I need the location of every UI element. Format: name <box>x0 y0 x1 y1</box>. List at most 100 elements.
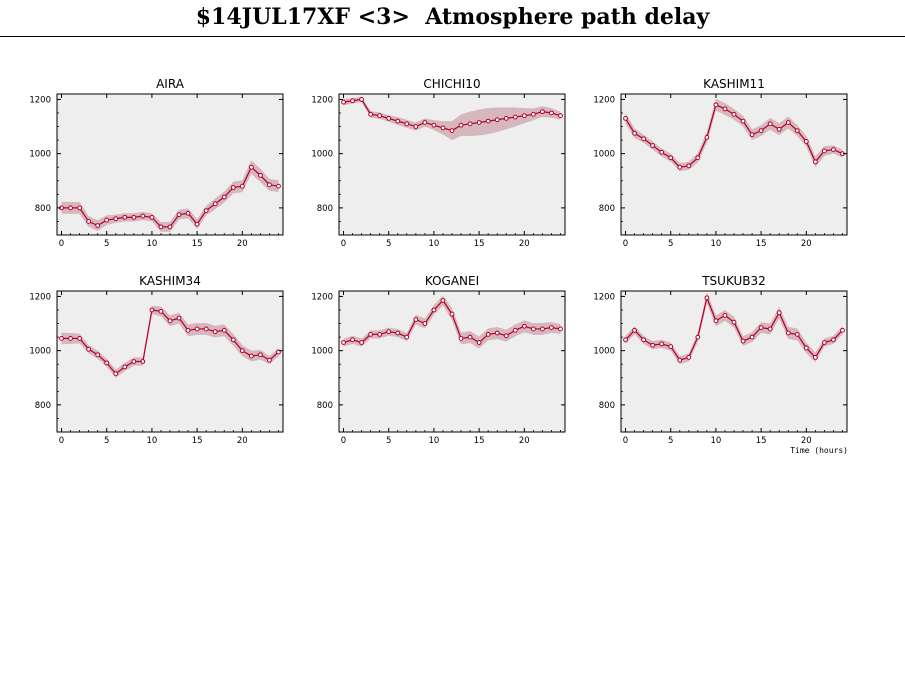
data-point <box>395 330 401 336</box>
data-point <box>540 326 545 332</box>
data-point <box>86 219 92 224</box>
data-point <box>458 122 464 128</box>
data-point <box>68 336 73 341</box>
data-point <box>230 337 236 343</box>
x-tick-label: 10 <box>429 239 440 249</box>
y-tick-label: 800 <box>599 401 615 411</box>
y-tick-label: 1000 <box>29 150 51 160</box>
data-point <box>840 327 845 333</box>
data-point <box>239 348 245 354</box>
error-band <box>61 160 279 232</box>
data-point <box>68 205 73 211</box>
data-point <box>623 337 628 343</box>
data-point <box>239 183 245 189</box>
data-point <box>377 331 383 337</box>
panel-aira: 0 5 10 15 20 800 1000 1200 AIRA <box>29 77 284 249</box>
data-point <box>776 126 782 132</box>
data-point <box>122 214 128 220</box>
x-tick-label: 5 <box>104 239 109 249</box>
x-tick-label: 20 <box>237 436 248 446</box>
data-point <box>668 155 674 161</box>
data-point <box>131 214 137 220</box>
data-point <box>831 337 836 343</box>
data-point <box>503 333 509 339</box>
data-point <box>122 364 128 370</box>
data-point <box>512 114 518 120</box>
data-point <box>230 185 236 190</box>
data-point <box>776 310 782 316</box>
data-point <box>641 337 646 343</box>
data-point <box>203 208 209 213</box>
x-tick-label: 0 <box>623 436 628 446</box>
y-tick-label: 1000 <box>593 150 615 160</box>
data-point <box>803 139 809 144</box>
data-point <box>59 336 64 341</box>
data-point <box>113 216 119 222</box>
data-point <box>695 155 701 161</box>
data-point <box>494 117 500 123</box>
data-point <box>704 134 710 140</box>
data-point <box>386 329 392 335</box>
x-tick-label: 5 <box>386 436 391 446</box>
data-point <box>149 214 155 220</box>
data-point <box>713 318 719 324</box>
data-point <box>258 172 263 178</box>
data-point <box>95 223 101 228</box>
data-point <box>104 217 110 223</box>
page-title: $14JUL17XF <3> Atmosphere path delay <box>195 4 710 30</box>
data-point <box>831 147 836 152</box>
panel-title: KOGANEI <box>425 274 479 288</box>
y-tick-label: 1200 <box>311 292 333 302</box>
data-point <box>158 308 164 314</box>
data-point <box>86 346 92 352</box>
panel-chichi10: 0 5 10 15 20 800 1000 1200 CHICHI10 <box>311 77 566 249</box>
y-tick-label: 1000 <box>593 347 615 357</box>
x-tick-label: 5 <box>386 239 391 249</box>
data-point <box>467 121 473 127</box>
data-point <box>221 194 227 200</box>
data-point <box>194 326 200 332</box>
panel-tsukub32: 0 5 10 15 20 800 1000 1200 TSUKUB32 Time (hours) <box>593 274 848 455</box>
x-tick-label: 15 <box>192 436 203 446</box>
data-point <box>812 159 818 165</box>
data-point <box>203 326 209 332</box>
data-point <box>404 121 410 127</box>
x-tick-label: 20 <box>519 436 530 446</box>
x-tick-label: 10 <box>429 436 440 446</box>
data-point <box>267 357 272 363</box>
data-point <box>449 311 455 317</box>
data-point <box>341 99 346 105</box>
data-point <box>530 326 536 332</box>
data-point <box>641 136 646 142</box>
data-point <box>158 224 164 230</box>
data-point <box>650 143 656 148</box>
y-tick-label: 800 <box>317 401 333 411</box>
data-point <box>248 353 254 359</box>
data-point <box>77 205 82 211</box>
x-tick-label: 15 <box>756 239 767 249</box>
data-point <box>350 98 355 104</box>
data-point <box>176 212 182 218</box>
data-point <box>558 326 563 332</box>
data-point <box>458 336 464 341</box>
data-point <box>476 340 482 345</box>
x-tick-label: 15 <box>192 239 203 249</box>
y-tick-label: 800 <box>35 401 51 411</box>
x-tick-label: 0 <box>341 436 346 446</box>
panel-title: KASHIM11 <box>703 77 765 91</box>
data-point <box>632 130 637 136</box>
data-point <box>248 164 254 170</box>
data-point <box>267 182 272 188</box>
y-tick-label: 1200 <box>29 292 51 302</box>
x-tick-label: 0 <box>341 239 346 249</box>
data-point <box>767 121 773 127</box>
x-tick-label: 0 <box>59 239 64 249</box>
data-point <box>377 113 383 119</box>
data-point <box>812 355 818 360</box>
data-point <box>113 371 119 377</box>
data-point <box>185 210 191 216</box>
y-tick-label: 1200 <box>29 95 51 105</box>
x-axis-label: Time (hours) <box>790 446 848 455</box>
plot-area <box>621 291 847 432</box>
data-point <box>350 337 355 343</box>
